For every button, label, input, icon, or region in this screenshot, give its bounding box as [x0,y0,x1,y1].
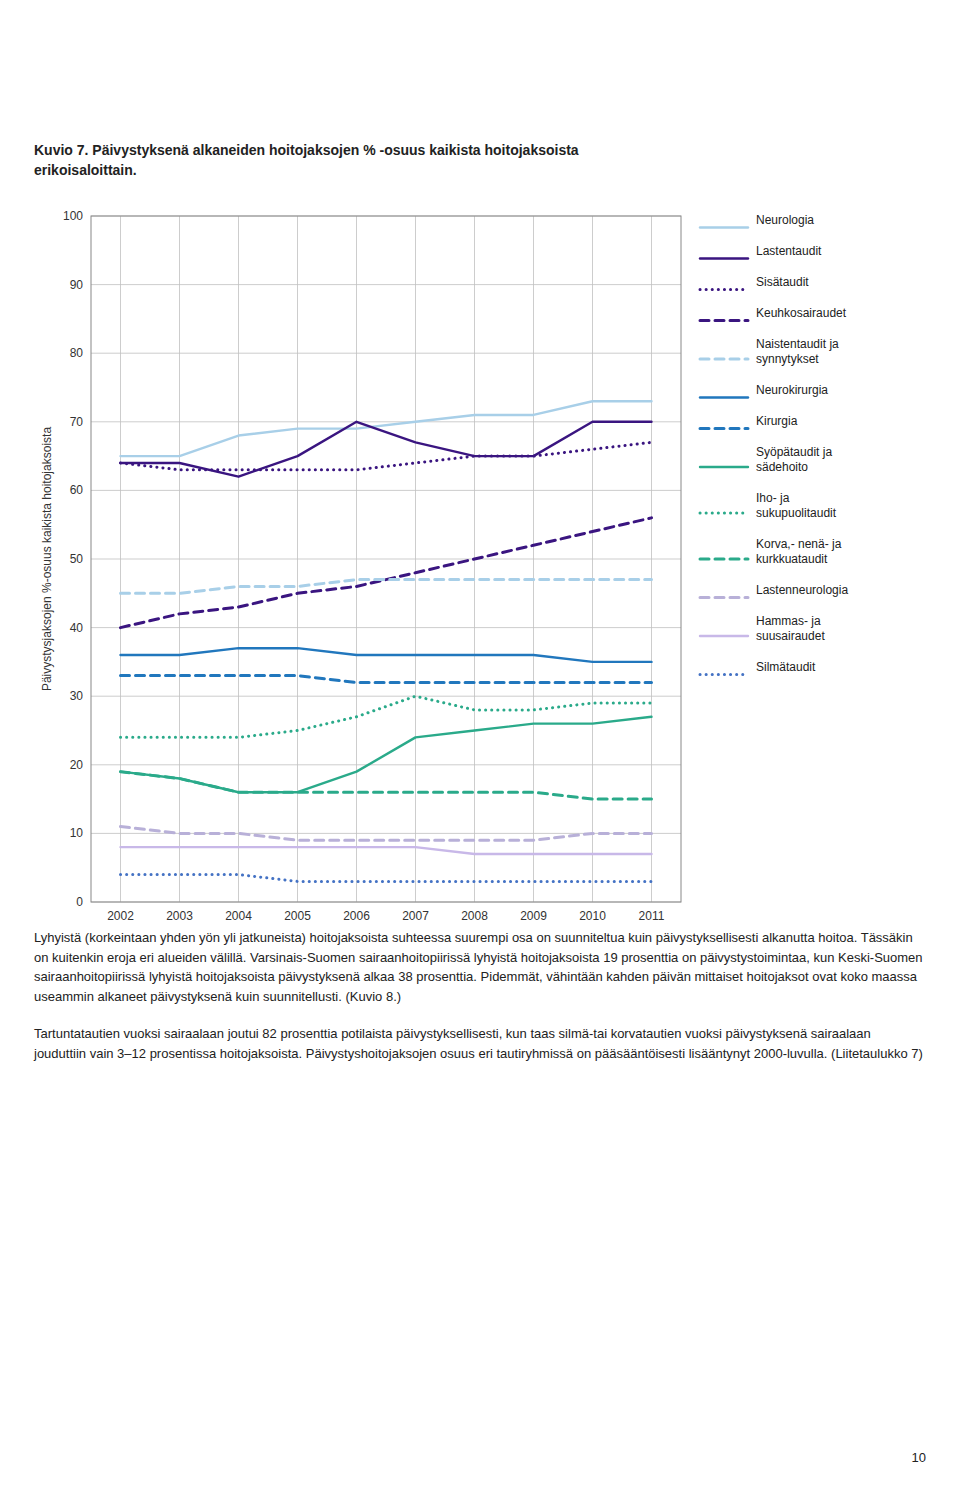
x-grid-line [120,216,121,902]
y-tick-label: 30 [70,689,84,703]
x-tick-label: 2008 [461,909,488,920]
legend-label-line: Sisätaudit [756,275,809,289]
x-grid-line [238,216,239,902]
series-line [121,676,652,683]
x-tick-label: 2009 [520,909,547,920]
x-grid-line [533,216,534,902]
legend-label-line: Neurokirurgia [756,383,828,397]
y-tick-label: 20 [70,758,84,772]
legend-label-line: Keuhkosairaudet [756,306,847,320]
legend-swatch [700,427,748,430]
legend-label: Lastenneurologia [756,583,848,597]
legend-label: Neurologia [756,213,814,227]
title: Kuvio 7. Päivystyksenä alkaneiden hoitoj… [34,140,934,160]
plot-frame [91,216,681,902]
series-line [121,696,652,737]
legend-label-line: synnytykset [756,352,819,366]
legend-swatch [700,288,748,291]
legend-label-line: Kirurgia [756,414,798,428]
series-line [121,717,652,792]
y-tick-label: 40 [70,621,84,635]
x-tick-label: 2004 [225,909,252,920]
series-line [121,580,652,594]
legend-label-line: Syöpätaudit ja [756,445,832,459]
x-grid-line [415,216,416,902]
x-tick-label: 2002 [107,909,134,920]
legend-label: Hammas- jasuusairaudet [756,614,825,643]
legend-label-line: Hammas- ja [756,614,821,628]
y-tick-label: 100 [63,209,83,223]
x-tick-label: 2010 [579,909,606,920]
x-grid-line [179,216,180,902]
series-line [121,772,652,799]
footer-paragraph: Lyhyistä (korkeintaan yhden yön yli jatk… [34,928,926,1006]
legend-swatch [700,257,748,259]
x-grid-line [297,216,298,902]
legend-swatch [700,396,748,398]
y-tick-label: 60 [70,483,84,497]
footer-paragraph: Tartuntatautien vuoksi sairaalaan joutui… [34,1024,926,1063]
series-line [121,847,652,854]
x-tick-label: 2007 [402,909,429,920]
legend-label: Keuhkosairaudet [756,306,847,320]
legend-swatch [700,558,748,561]
series-line [121,401,652,456]
legend-swatch [700,358,748,361]
legend-swatch [700,512,748,515]
legend-swatch [700,596,748,599]
legend-label-line: Iho- ja [756,491,790,505]
series-line [121,827,652,841]
chart: 0 10 20 30 40 50 60 70 80 90 100 2002 2003 2004 2005 20… [0,0,960,920]
x-tick-label: 2005 [284,909,311,920]
x-grid-line [356,216,357,902]
series-line [121,518,652,628]
series-line [121,875,652,882]
page-number: 10 [912,1450,926,1465]
x-tick-label: 2006 [343,909,370,920]
legend: Neurologia Lastentaudit Sisätaudit Keuhkosa… [700,213,848,675]
x-tick-label: 2011 [639,909,665,920]
legend-label-line: Silmätaudit [756,660,816,674]
legend-label-line: Lastentaudit [756,244,822,258]
legend-swatch [700,635,748,637]
y-tick-label: 50 [70,552,84,566]
x-tick-label: 2003 [166,909,193,920]
y-tick-label: 10 [70,826,84,840]
legend-label-line: suusairaudet [756,629,825,643]
legend-label-line: Neurologia [756,213,814,227]
grid [91,216,681,902]
legend-label: Korva,- nenä- jakurkkuataudit [756,537,842,566]
legend-label: Sisätaudit [756,275,809,289]
y-tick-label: 80 [70,346,84,360]
y-tick-label: 90 [70,278,84,292]
y-axis-label: Päivystysjaksojen %-osuus kaikista hoito… [40,427,54,691]
title: erikoisaloittain. [34,160,934,180]
legend-label-line: Naistentaudit ja [756,337,839,351]
legend-swatch [700,319,748,322]
axes: 0 10 20 30 40 50 60 70 80 90 100 2002 2003 2004 2005 20… [40,209,681,920]
title-block: Kuvio 7. Päivystyksenä alkaneiden hoitoj… [34,140,934,180]
y-tick-label: 70 [70,415,84,429]
legend-swatch [700,226,748,228]
legend-label: Kirurgia [756,414,798,428]
series-line [121,422,652,477]
legend-label-line: sukupuolitaudit [756,506,837,520]
legend-label-line: kurkkuataudit [756,552,828,566]
legend-label-line: Korva,- nenä- ja [756,537,842,551]
footer: Lyhyistä (korkeintaan yhden yön yli jatk… [34,928,926,1081]
legend-label: Naistentaudit jasynnytykset [756,337,839,366]
legend-label: Iho- jasukupuolitaudit [756,491,837,520]
series-line [121,442,652,469]
y-tick-label: 0 [76,895,83,909]
legend-label: Lastentaudit [756,244,822,258]
legend-label: Silmätaudit [756,660,816,674]
series-line [121,648,652,662]
lines [121,401,652,881]
legend-label: Syöpätaudit jasädehoito [756,445,832,474]
legend-swatch [700,466,748,468]
legend-label-line: sädehoito [756,460,808,474]
legend-label-line: Lastenneurologia [756,583,848,597]
legend-swatch [700,673,748,676]
legend-label: Neurokirurgia [756,383,828,397]
